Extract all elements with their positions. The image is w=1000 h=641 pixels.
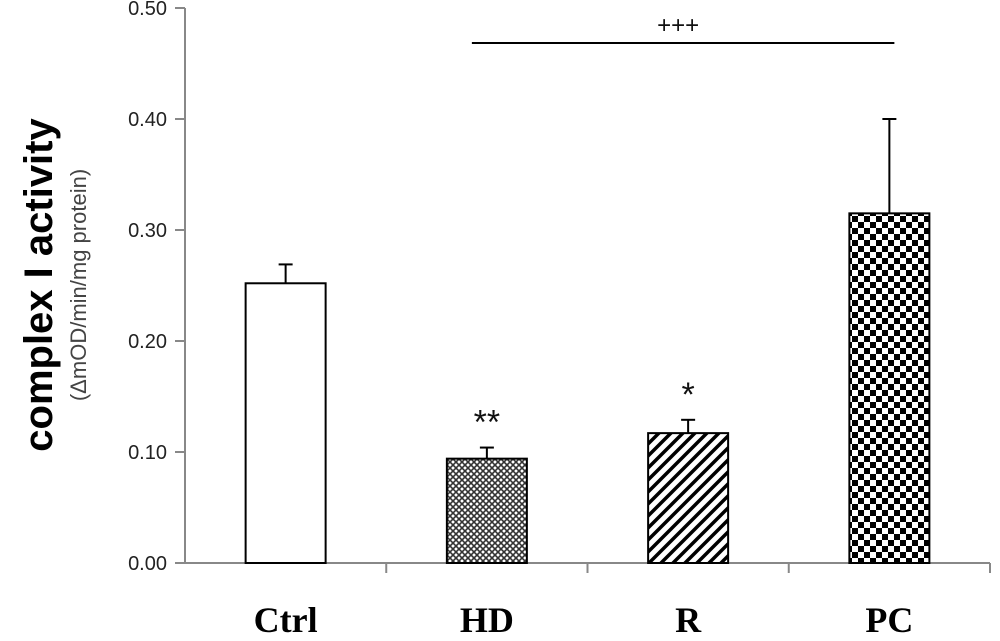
significance-bracket: +++ xyxy=(471,12,895,44)
y-axis-title: complex I activity (ΔmOD/min/mg protein) xyxy=(17,118,91,452)
significance-stars: * xyxy=(682,376,695,414)
bar-r xyxy=(647,432,730,564)
y-axis-unit-label: (ΔmOD/min/mg protein) xyxy=(66,169,91,401)
significance-label: +++ xyxy=(657,12,699,39)
bars-group: *** xyxy=(244,118,931,564)
x-tick-label: Ctrl xyxy=(254,600,318,640)
y-tick-label: 0.40 xyxy=(128,109,167,131)
y-axis-label: complex I activity xyxy=(17,118,61,452)
significance-stars: ** xyxy=(474,404,500,442)
bar-ctrl xyxy=(244,282,327,564)
x-tick-label: PC xyxy=(865,600,913,640)
bar-hd xyxy=(445,457,528,564)
x-axis-ticks: Ctrl HD R PC xyxy=(254,563,991,640)
y-axis-ticks: 0.00 0.10 0.20 0.30 0.40 0.50 xyxy=(128,0,185,575)
x-tick-label: HD xyxy=(460,600,514,640)
x-tick-label: R xyxy=(675,600,702,640)
y-tick-label: 0.10 xyxy=(128,442,167,464)
bar-pc xyxy=(848,212,931,564)
y-tick-label: 0.20 xyxy=(128,331,167,353)
y-tick-label: 0.30 xyxy=(128,220,167,242)
y-tick-label: 0.00 xyxy=(128,553,167,575)
y-tick-label: 0.50 xyxy=(128,0,167,20)
